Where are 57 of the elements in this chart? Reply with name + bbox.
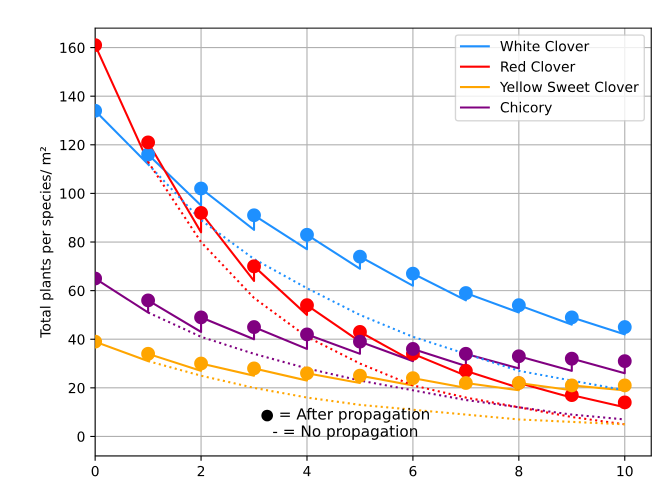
x-tick-label: 4 [303,466,311,476]
x-tick-label: 10 [617,466,633,476]
point [564,352,579,366]
point [353,250,367,264]
point [141,135,156,150]
point [194,206,208,220]
x-tick-label: 0 [92,466,99,476]
point [406,342,420,356]
point [353,368,367,383]
point [300,298,314,312]
point [141,148,156,162]
y-tick-label: 140 [60,91,84,102]
point [512,298,526,312]
y-tick-label: 40 [68,334,84,345]
point [458,286,473,300]
point [247,320,261,334]
point [458,346,473,361]
point [300,327,314,342]
point [564,310,579,324]
point [618,320,632,334]
y-axis-title: Total plants per species/ m² [40,147,54,338]
point [141,293,156,308]
point [194,182,208,196]
point [564,378,579,392]
point [247,361,261,376]
point [406,371,420,386]
x-tick-label: 6 [409,466,416,476]
point [141,346,156,361]
annotation: ● = After propagation [261,408,429,423]
point [194,356,208,370]
x-tick-label: 8 [515,466,522,476]
annotation: - = No propagation [273,425,418,440]
y-tick-label: 80 [68,236,84,248]
y-tick-label: 100 [60,188,84,199]
point [300,366,314,380]
point [247,259,261,274]
y-tick-label: 0 [77,431,84,442]
y-tick-label: 60 [68,286,84,296]
point [618,354,632,368]
legend-label: Yellow Sweet Clover [500,81,639,92]
y-tick-label: 120 [60,140,84,150]
point [618,378,632,392]
point [618,396,632,410]
point [247,208,261,222]
point [194,310,208,324]
point [353,334,367,349]
legend-label: White Clover [500,40,590,52]
point [300,228,314,242]
x-tick-label: 2 [198,466,204,476]
point [406,266,420,281]
y-tick-label: 160 [60,42,84,54]
y-tick-label: 20 [68,382,84,394]
legend-label: Red Clover [501,61,576,72]
legend-label: Chicory [500,102,552,116]
point [512,349,526,364]
point [458,364,473,378]
point [458,376,473,390]
